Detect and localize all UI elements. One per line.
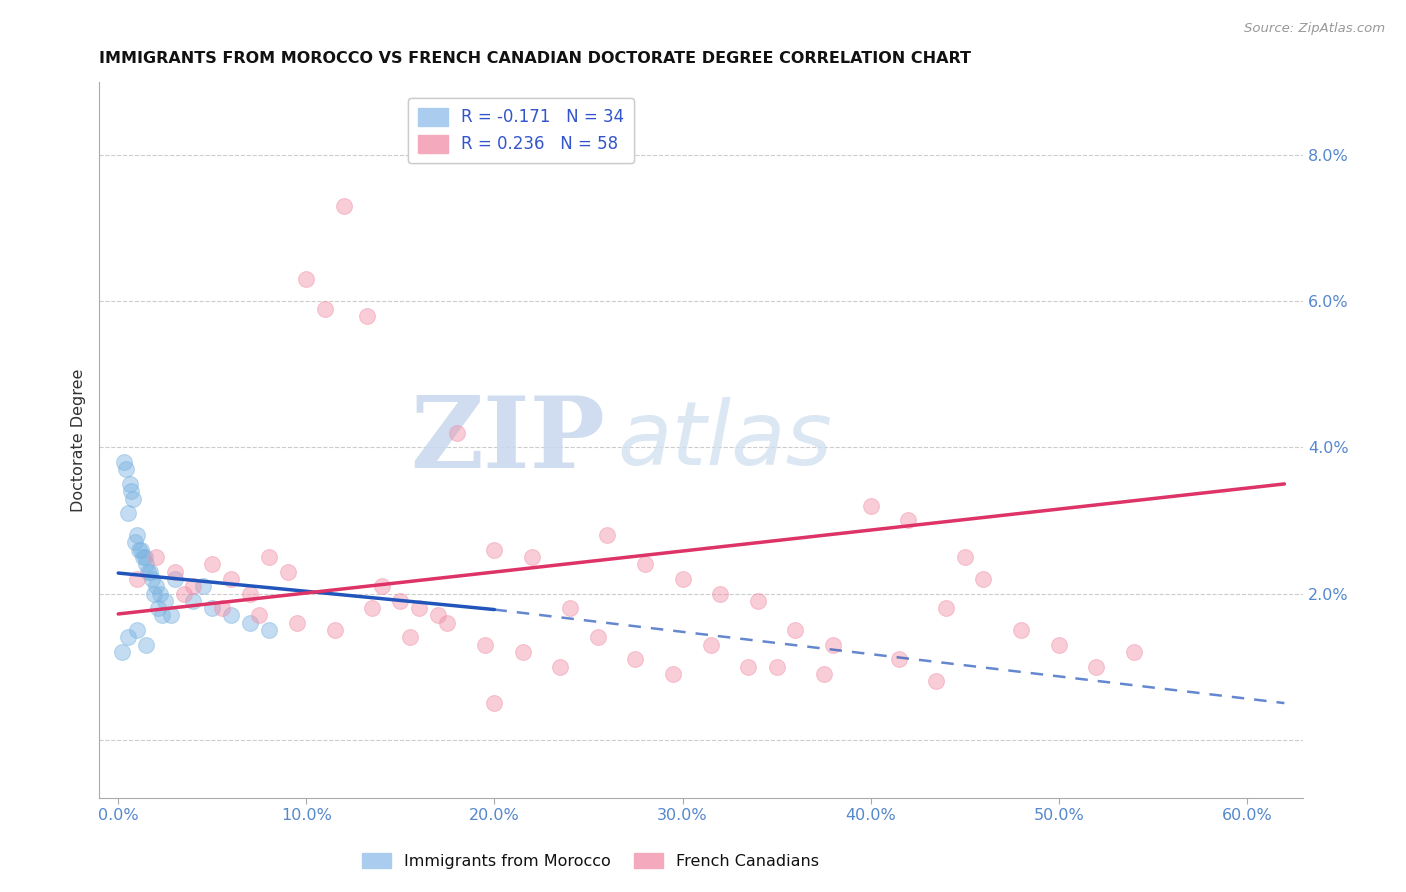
Point [120,484,142,499]
Point [114,462,136,476]
Point [295,272,318,286]
Point [219,572,242,586]
Point [427,608,450,623]
Point [201,601,224,615]
Point [124,535,146,549]
Point [671,572,693,586]
Point [143,586,166,600]
Point [356,309,378,323]
Point [474,638,496,652]
Point [925,674,948,689]
Point [135,638,157,652]
Point [389,594,412,608]
Point [1085,659,1108,673]
Point [398,631,420,645]
Text: atlas: atlas [617,397,832,483]
Point [155,594,177,608]
Point [117,506,139,520]
Point [737,659,759,673]
Legend: R = -0.171   N = 34, R = 0.236   N = 58: R = -0.171 N = 34, R = 0.236 N = 58 [408,97,634,163]
Point [370,579,392,593]
Text: Source: ZipAtlas.com: Source: ZipAtlas.com [1244,22,1385,36]
Point [183,579,205,593]
Point [813,666,835,681]
Point [191,579,214,593]
Point [558,601,581,615]
Point [122,491,145,506]
Point [163,565,186,579]
Point [935,601,957,615]
Point [125,572,148,586]
Point [821,638,844,652]
Point [160,608,183,623]
Point [247,608,270,623]
Point [150,608,173,623]
Point [128,542,150,557]
Point [201,558,224,572]
Point [135,558,157,572]
Point [765,659,787,673]
Point [520,549,543,564]
Point [276,565,298,579]
Point [183,594,205,608]
Point [596,528,619,542]
Point [484,696,506,710]
Point [211,601,233,615]
Text: IMMIGRANTS FROM MOROCCO VS FRENCH CANADIAN DOCTORATE DEGREE CORRELATION CHART: IMMIGRANTS FROM MOROCCO VS FRENCH CANADI… [100,51,972,66]
Point [111,645,134,659]
Point [141,572,163,586]
Point [1122,645,1144,659]
Point [1047,638,1070,652]
Point [548,659,571,673]
Point [173,586,195,600]
Point [747,594,769,608]
Point [112,455,135,469]
Point [709,586,731,600]
Point [129,542,152,557]
Point [134,549,156,564]
Point [219,608,242,623]
Point [953,549,976,564]
Point [145,579,167,593]
Point [125,528,148,542]
Legend: Immigrants from Morocco, French Canadians: Immigrants from Morocco, French Canadian… [356,847,825,875]
Point [361,601,384,615]
Point [408,601,430,615]
Point [131,549,153,564]
Point [624,652,647,666]
Point [323,623,346,637]
Point [634,558,657,572]
Point [163,572,186,586]
Point [257,623,280,637]
Point [149,586,172,600]
Y-axis label: Doctorate Degree: Doctorate Degree [72,368,86,512]
Point [333,199,356,213]
Point [314,301,336,316]
Point [586,631,609,645]
Text: ZIP: ZIP [411,392,605,489]
Point [662,666,685,681]
Point [139,565,162,579]
Point [125,623,148,637]
Point [484,542,506,557]
Point [859,499,882,513]
Point [138,565,160,579]
Point [257,549,280,564]
Point [972,572,994,586]
Point [146,601,169,615]
Point [118,477,141,491]
Point [897,513,920,527]
Point [699,638,721,652]
Point [887,652,910,666]
Point [512,645,534,659]
Point [145,549,167,564]
Point [239,586,262,600]
Point [785,623,807,637]
Point [446,425,468,440]
Point [1010,623,1032,637]
Point [285,615,308,630]
Point [436,615,458,630]
Point [239,615,262,630]
Point [117,631,139,645]
